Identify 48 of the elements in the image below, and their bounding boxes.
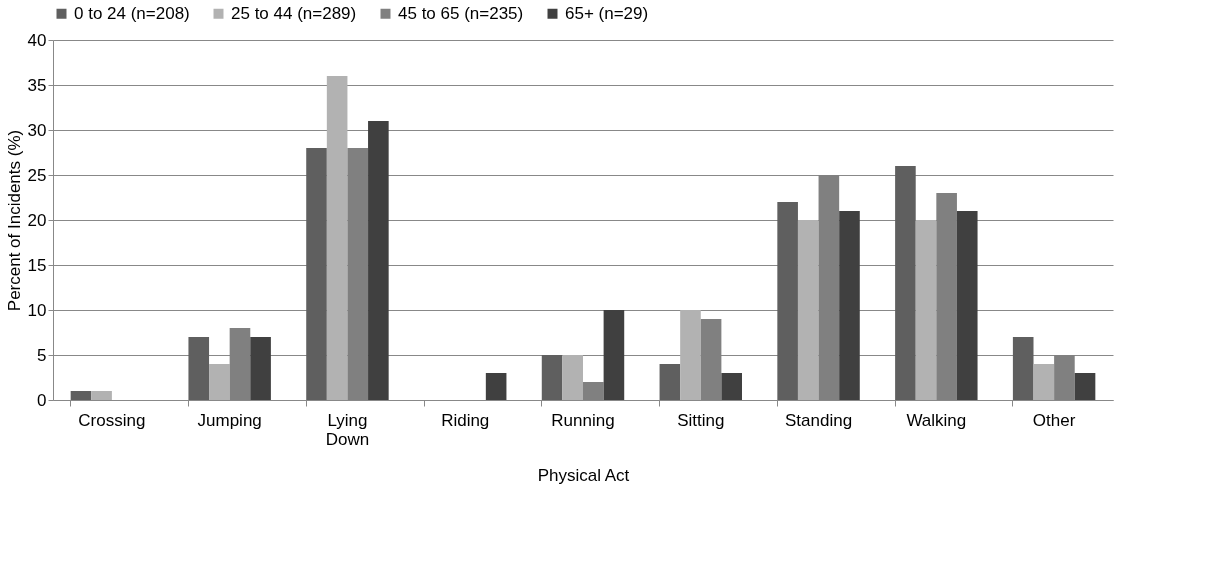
legend-label: 45 to 65 (n=235)	[398, 3, 524, 23]
bar	[368, 121, 389, 400]
x-tick-label: Running	[551, 410, 615, 430]
bar	[326, 76, 348, 400]
legend-label: 0 to 24 (n=208)	[74, 3, 190, 23]
bar	[188, 337, 210, 400]
bar	[562, 355, 583, 400]
x-tick-label: Other	[1032, 410, 1076, 430]
bar	[915, 220, 937, 400]
bar	[895, 166, 916, 400]
y-tick-label: 30	[27, 120, 47, 140]
bar	[1033, 364, 1055, 400]
x-tick-label: Lying Down	[325, 410, 370, 449]
bar	[1012, 337, 1034, 400]
bar	[721, 373, 742, 400]
y-axis-title: Percent of Incidents (%)	[4, 129, 24, 312]
legend-label: 65+ (n=29)	[565, 3, 649, 23]
bar	[839, 211, 860, 400]
bar	[659, 364, 681, 400]
x-tick-label: Standing	[784, 410, 853, 430]
x-tick-label: Jumping	[197, 410, 262, 430]
x-tick-label: Riding	[441, 410, 490, 430]
bar	[956, 211, 978, 400]
y-tick-label: 10	[27, 300, 47, 320]
bar	[91, 391, 112, 400]
bar	[209, 364, 230, 400]
legend-label: 25 to 44 (n=289)	[231, 3, 357, 23]
y-tick-label: 40	[27, 30, 47, 50]
bar	[306, 148, 327, 400]
bar	[603, 310, 625, 400]
y-tick-label: 5	[37, 345, 47, 365]
bar	[797, 220, 819, 400]
y-tick-label: 0	[37, 390, 47, 410]
bar	[485, 373, 507, 400]
x-tick-label: Sitting	[677, 410, 725, 430]
x-axis-title: Physical Act	[537, 465, 630, 485]
y-tick-label: 25	[27, 165, 47, 185]
y-tick-label: 35	[27, 75, 47, 95]
y-tick-label: 15	[27, 255, 47, 275]
bar	[250, 337, 271, 400]
x-tick-label: Walking	[906, 410, 967, 430]
x-tick-label: Crossing	[78, 410, 146, 430]
bar	[541, 355, 563, 400]
bar	[777, 202, 798, 400]
bar	[1074, 373, 1096, 400]
bar	[70, 391, 92, 400]
y-tick-label: 20	[27, 210, 47, 230]
bar	[680, 310, 701, 400]
